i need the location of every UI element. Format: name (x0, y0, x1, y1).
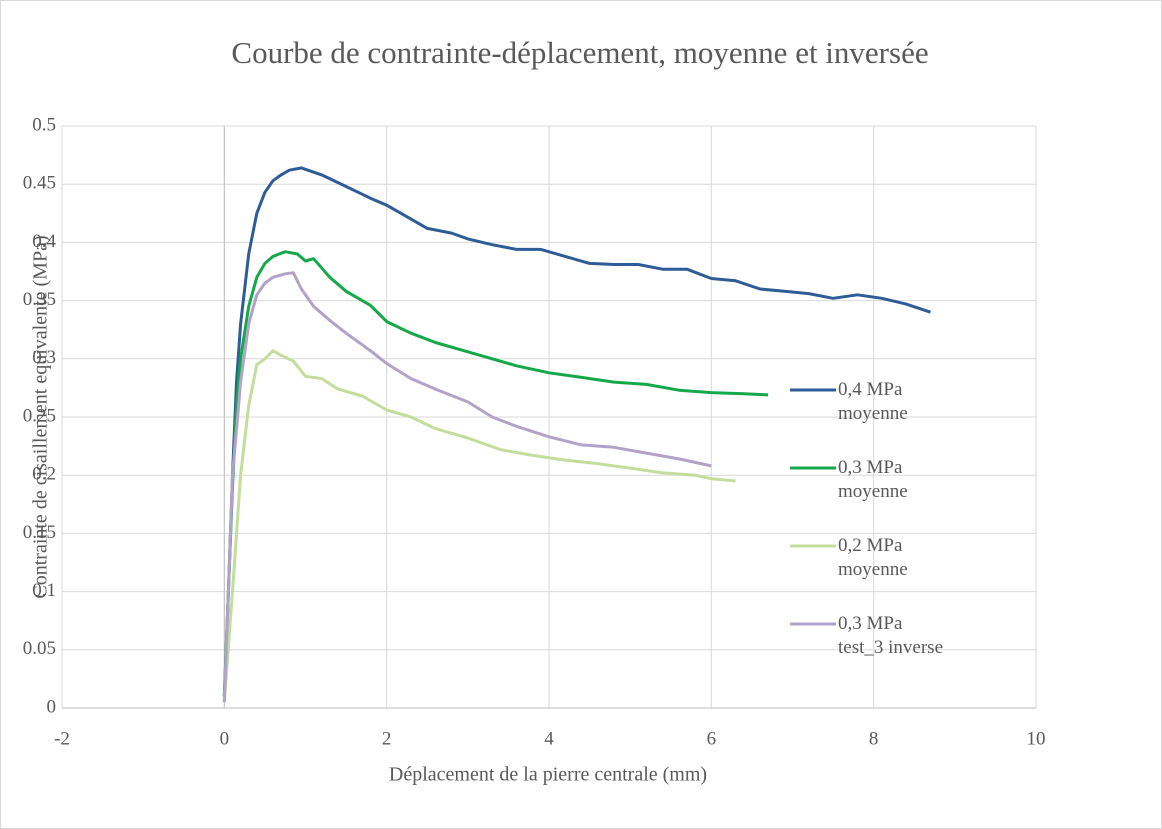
y-tick-label: 0.1 (32, 580, 56, 601)
legend-entry: 0,2 MPa moyenne (838, 535, 908, 580)
x-tick-label: -2 (54, 728, 70, 749)
legend-label: 0,2 MPa moyenne (838, 535, 908, 580)
x-axis-label: Déplacement de la pierre centrale (mm) (389, 764, 707, 786)
legend-label: 0,3 MPa test_3 inverse (838, 613, 944, 658)
y-tick-label: 0.15 (23, 522, 56, 543)
chart-title: Courbe de contrainte-déplacement, moyenn… (231, 35, 928, 70)
legend-entry: 0,3 MPa moyenne (838, 457, 908, 502)
y-tick-label: 0.35 (23, 289, 56, 310)
y-axis-label: Contrainte de cisaillement equivalente (… (30, 235, 52, 598)
x-tick-label: 2 (382, 728, 392, 749)
y-tick-label: 0.4 (32, 231, 56, 252)
x-tick-label: 8 (869, 728, 879, 749)
x-tick-label: 10 (1027, 728, 1046, 749)
x-tick-label: 6 (707, 728, 717, 749)
series-line (222, 166, 931, 697)
series-line (222, 250, 769, 697)
x-tick-label: 4 (544, 728, 554, 749)
y-tick-label: 0 (47, 696, 57, 717)
x-tick-label: 0 (220, 728, 230, 749)
y-tick-label: 0.5 (32, 114, 56, 135)
legend-label: 0,3 MPa moyenne (838, 457, 908, 502)
series-line (222, 349, 736, 703)
y-tick-label: 0.45 (23, 173, 56, 194)
y-tick-label: 0.3 (32, 347, 56, 368)
y-tick-label: 0.2 (32, 464, 56, 485)
series-line (222, 271, 712, 703)
legend-entry: 0,4 MPa moyenne (838, 379, 908, 424)
y-tick-label: 0.25 (23, 405, 56, 426)
legend-label: 0,4 MPa moyenne (838, 379, 908, 424)
legend-entry: 0,3 MPa test_3 inverse (838, 613, 944, 658)
y-tick-label: 0.05 (23, 638, 56, 659)
